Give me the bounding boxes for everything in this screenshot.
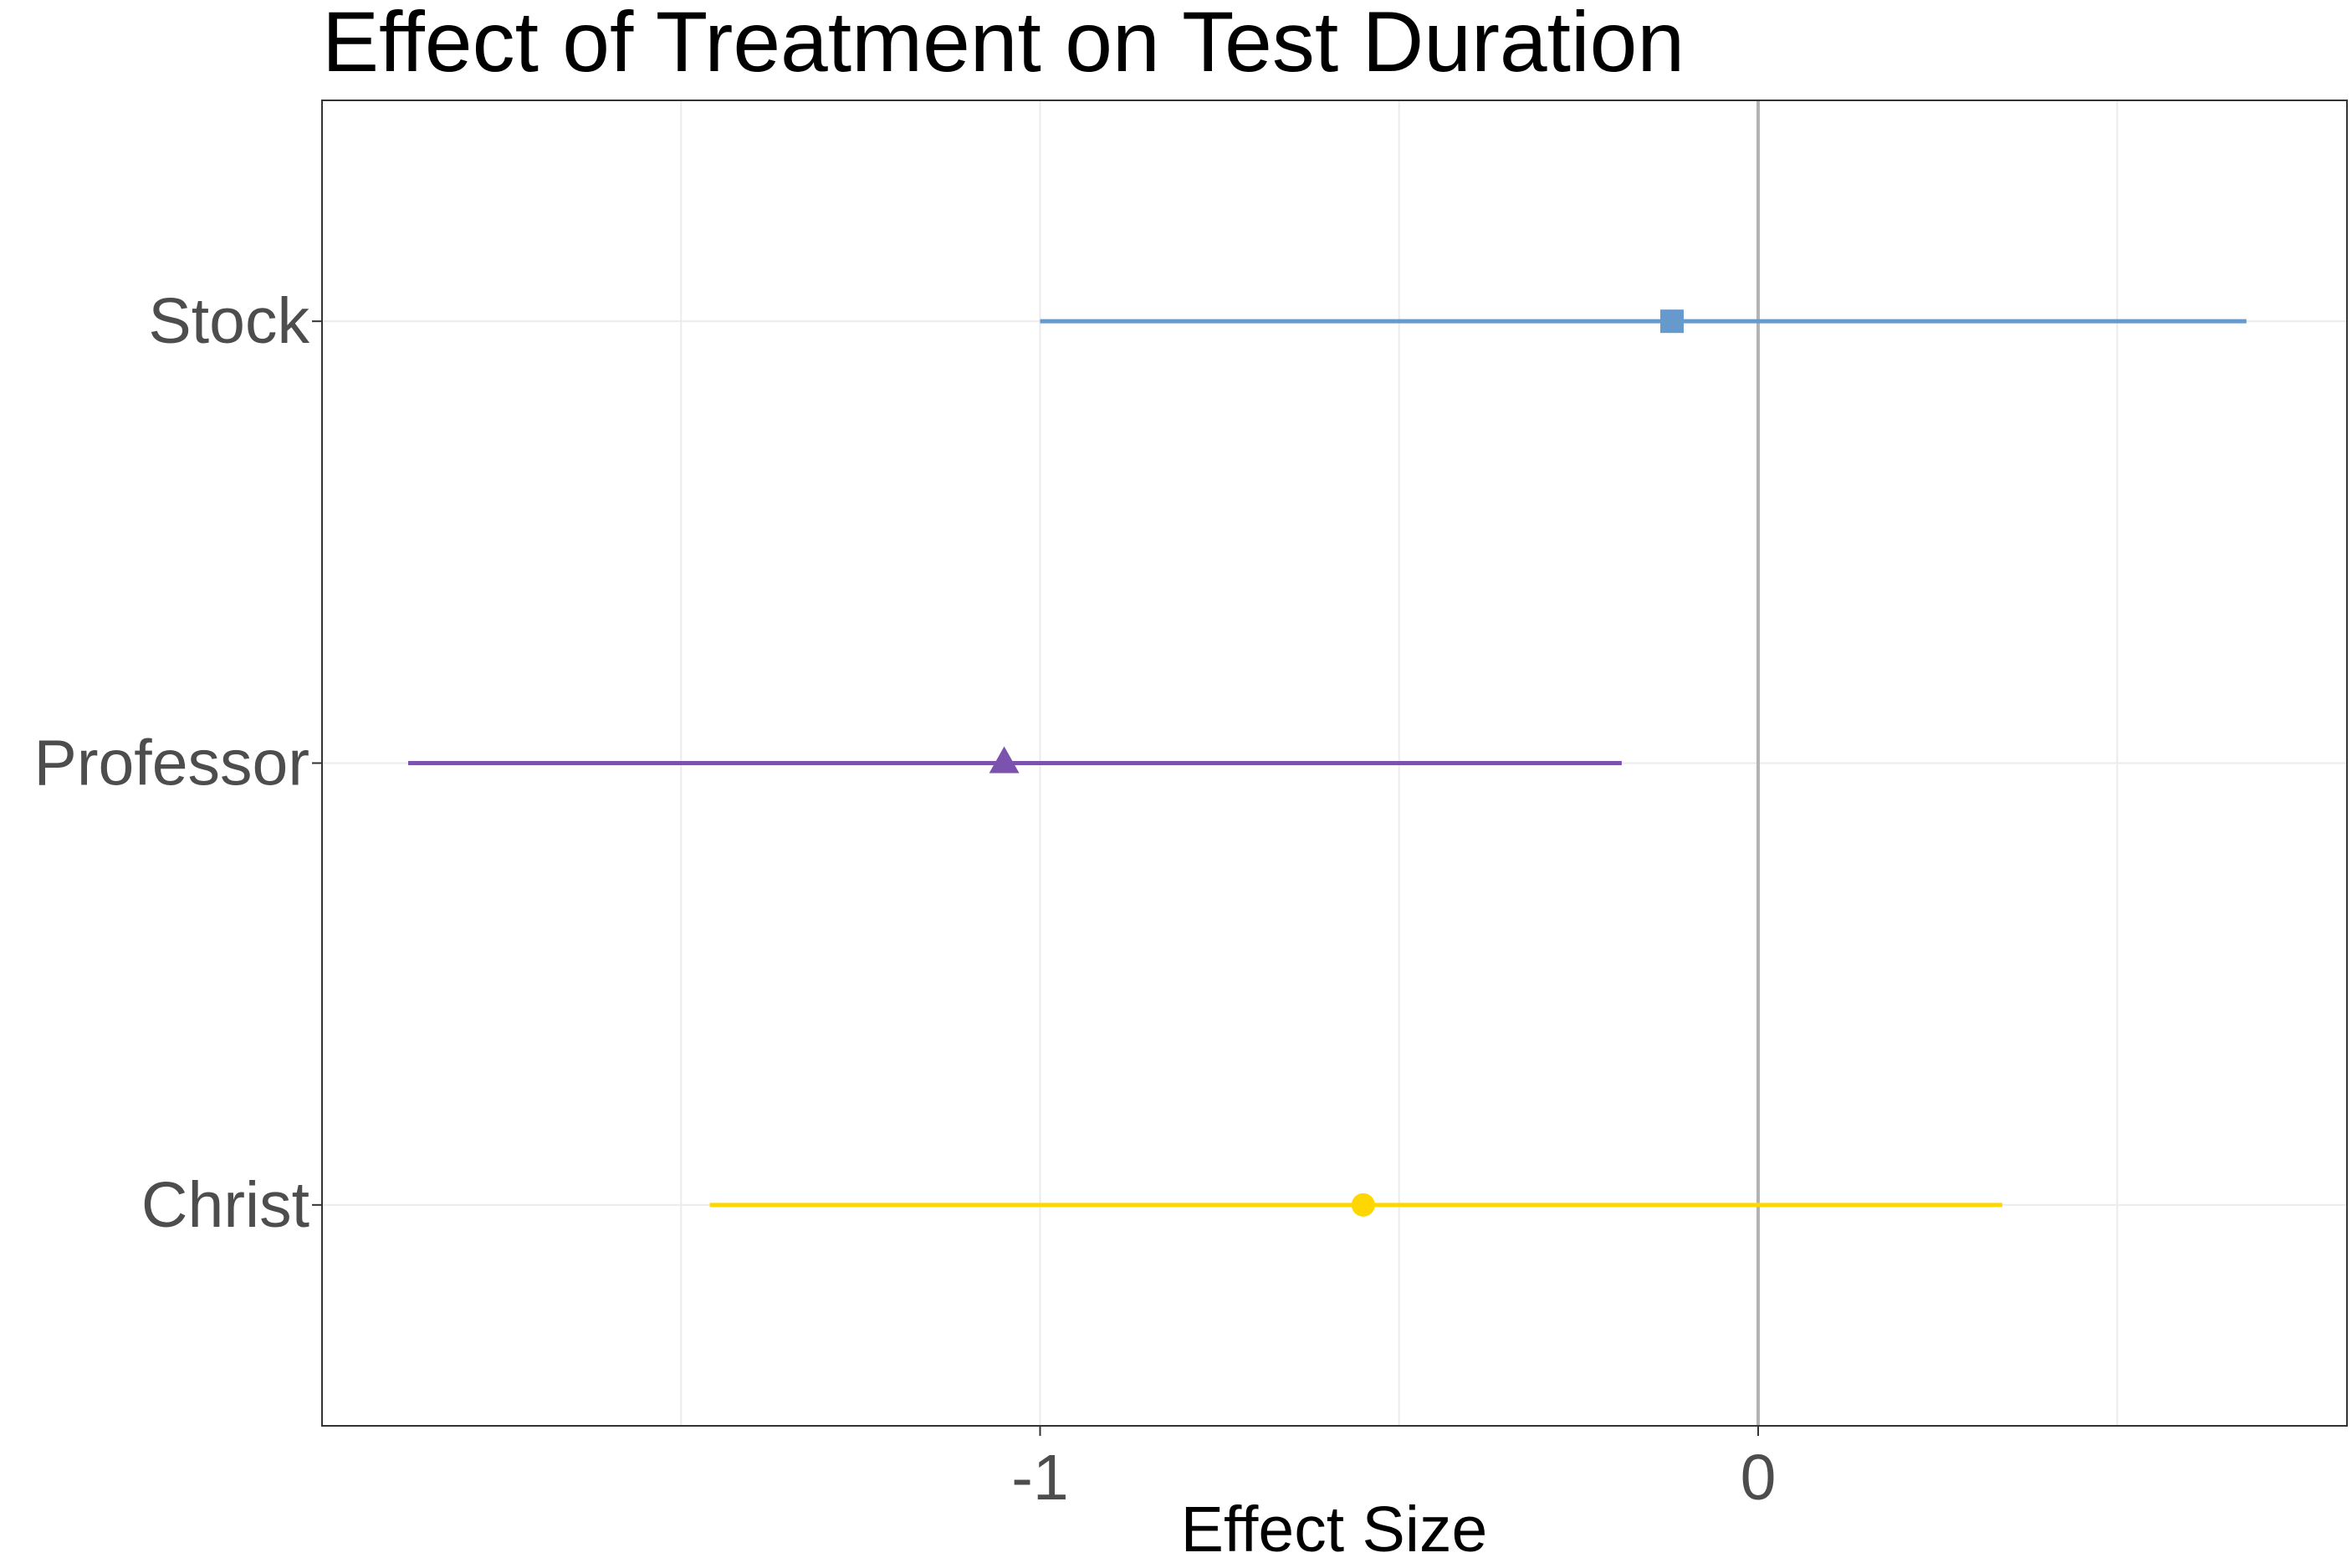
y-tick-label: Professor	[33, 728, 309, 799]
y-axis: Stock Professor Christ	[33, 285, 322, 1241]
y-tick-label: Christ	[141, 1169, 309, 1241]
point-estimate-professor	[989, 746, 1020, 774]
marks-layer	[408, 309, 2247, 1217]
x-axis-title: Effect Size	[1181, 1494, 1488, 1565]
x-tick-label: -1	[1011, 1442, 1068, 1514]
y-tick-label: Stock	[148, 285, 309, 357]
point-estimate-christ	[1351, 1193, 1375, 1217]
chart-title: Effect of Treatment on Test Duration	[322, 0, 1685, 89]
point-estimate-stock	[1660, 309, 1684, 334]
x-tick-label: 0	[1741, 1442, 1777, 1514]
x-axis: -1 0	[1011, 1426, 1776, 1514]
